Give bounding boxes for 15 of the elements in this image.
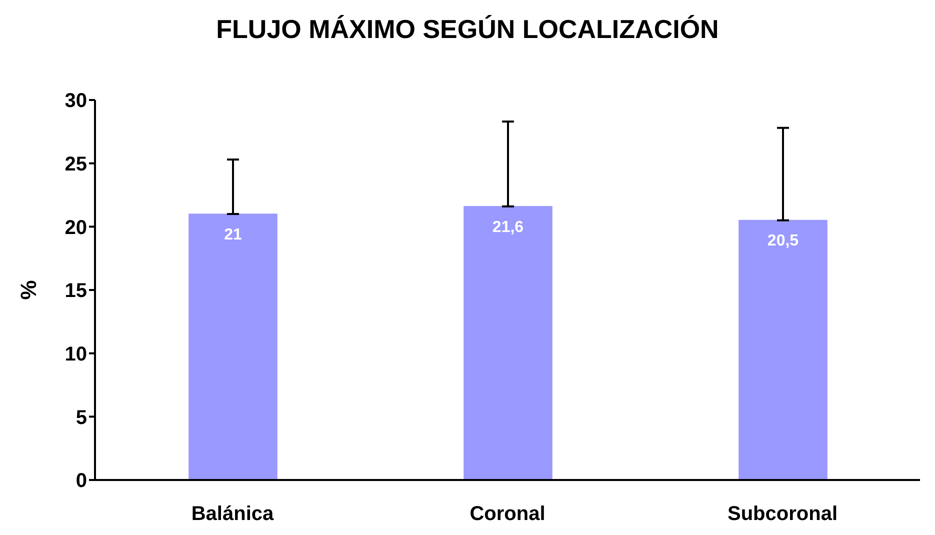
y-tick-label: 15 xyxy=(64,280,87,302)
data-label: 21 xyxy=(224,226,242,244)
y-tick-label: 20 xyxy=(64,216,87,239)
y-tick-label: 0 xyxy=(76,470,87,492)
x-tick-label: Coronal xyxy=(470,503,546,526)
y-axis-title: % xyxy=(16,280,41,300)
data-label: 20,5 xyxy=(767,232,799,250)
y-tick-label: 5 xyxy=(76,406,87,429)
y-tick-label: 25 xyxy=(64,153,87,176)
y-tick-label: 30 xyxy=(64,90,87,112)
x-tick-label: Balánica xyxy=(191,503,275,526)
chart-title: FLUJO MÁXIMO SEGÚN LOCALIZACIÓN xyxy=(215,14,720,45)
y-tick-label: 10 xyxy=(64,343,87,366)
x-tick-label: Subcoronal xyxy=(727,503,838,526)
data-label: 21,6 xyxy=(492,218,524,236)
